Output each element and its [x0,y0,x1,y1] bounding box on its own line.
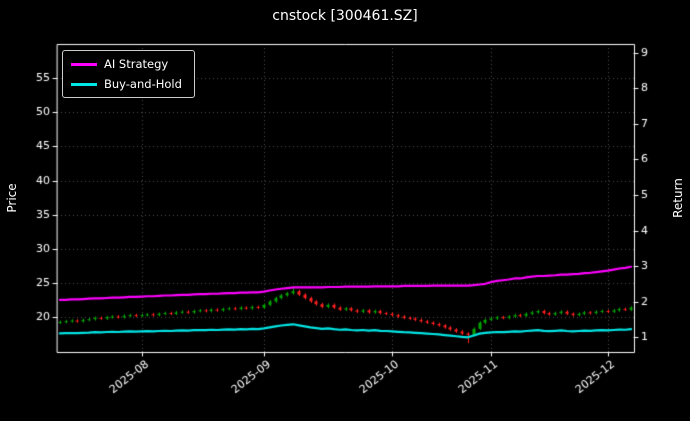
buy-and-hold-line-swatch [71,82,97,86]
return-axis-label: Return [671,178,685,218]
ai-strategy-line-swatch [71,62,97,66]
legend-item-buy-and-hold: Buy-and-Hold [71,77,182,91]
legend-item-ai-strategy: AI Strategy [71,57,182,71]
legend-label-buy-and-hold: Buy-and-Hold [104,77,182,91]
legend: AI Strategy Buy-and-Hold [62,50,195,98]
price-axis-label: Price [5,183,19,213]
legend-label-ai-strategy: AI Strategy [104,57,169,71]
